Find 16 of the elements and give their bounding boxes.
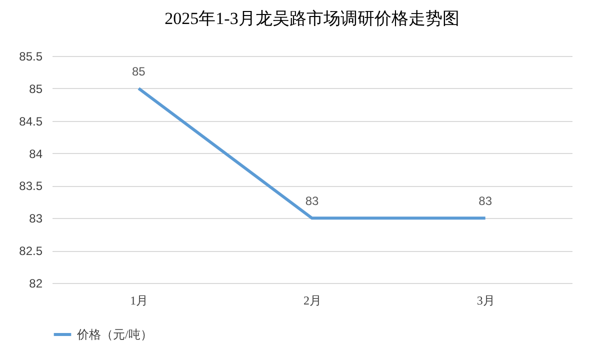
chart-title: 2025年1-3月龙吴路市场调研价格走势图	[164, 9, 460, 28]
y-tick-label: 83.5	[19, 179, 43, 194]
legend-label: 价格（元/吨）	[76, 328, 152, 342]
y-tick-label: 82	[29, 276, 43, 290]
data-label: 85	[132, 64, 146, 78]
x-tick-label: 3月	[476, 294, 495, 308]
x-tick-label: 2月	[304, 294, 322, 308]
data-label: 83	[478, 194, 492, 208]
y-tick-label: 83	[29, 212, 43, 226]
y-tick-label: 84	[29, 146, 43, 161]
x-tick-label: 1月	[130, 294, 148, 308]
y-tick-label: 84.5	[19, 114, 43, 128]
y-tick-label: 85	[29, 82, 43, 96]
data-label: 83	[305, 194, 319, 208]
y-tick-label: 85.5	[19, 50, 43, 64]
y-tick-label: 82.5	[19, 244, 43, 258]
